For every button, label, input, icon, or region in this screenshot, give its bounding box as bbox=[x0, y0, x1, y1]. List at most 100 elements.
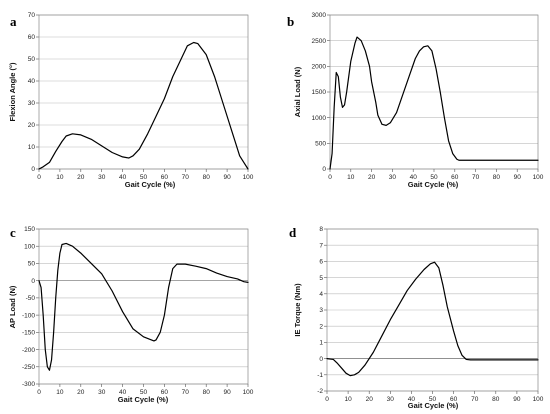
panel-b-ytick-label: 1000 bbox=[312, 115, 327, 122]
panel-b-ytick-label: 2500 bbox=[312, 38, 327, 45]
panel-c-xtick-label: 60 bbox=[161, 389, 169, 396]
panel-b-xtick-label: 50 bbox=[430, 174, 438, 181]
panel-b-xtick-label: 100 bbox=[533, 174, 544, 181]
panel-b-axes: 0 500 1000 1500 2000 2500 3000 0 10 20 30 40 50 60 70 8… bbox=[312, 12, 544, 181]
panel-b-xtick-label: 60 bbox=[451, 174, 459, 181]
panel-d-curve bbox=[326, 261, 539, 377]
panel-d-xtick-label: 90 bbox=[513, 396, 521, 403]
panel-d-ytick-label: 0 bbox=[319, 356, 323, 363]
panel-d-ytick-label: 1 bbox=[319, 340, 323, 347]
panel-d-ytick-label: 5 bbox=[319, 275, 323, 282]
panel-d: d Gait Cycle (%) IE Torque (Nm) -2 -1 0 1 2 3… bbox=[289, 225, 544, 410]
panel-b-xtick-label: 90 bbox=[514, 174, 522, 181]
panel-a-xtick-label: 20 bbox=[77, 174, 85, 181]
panel-a-xtick-label: 80 bbox=[203, 174, 211, 181]
panel-b-xtick-label: 30 bbox=[389, 174, 397, 181]
panel-a-ytick-label: 20 bbox=[28, 122, 36, 129]
panel-d-xtick-label: 80 bbox=[492, 396, 500, 403]
panel-a-ytick-label: 70 bbox=[28, 12, 36, 19]
panel-d-ytick-label: 8 bbox=[319, 226, 323, 233]
panel-d-xtick-label: 10 bbox=[344, 396, 352, 403]
panel-d-ytick-label: 6 bbox=[319, 259, 323, 266]
panel-b-ytick-label: 500 bbox=[315, 141, 326, 148]
panel-b-ylabel: Axial Load (N) bbox=[293, 66, 302, 117]
panel-a-xtick-label: 70 bbox=[182, 174, 190, 181]
panel-d-xtick-label: 20 bbox=[366, 396, 374, 403]
panel-d-letter: d bbox=[289, 225, 297, 240]
panel-d-ytick-label: 4 bbox=[319, 291, 323, 298]
panel-b-curve bbox=[329, 36, 539, 170]
panel-c-letter: c bbox=[10, 225, 16, 240]
panel-c-axes: -300 -250 -200 -150 -100 -50 0 50 100 150 0 10 20 30 4… bbox=[22, 226, 254, 396]
panel-b-xtick-label: 10 bbox=[347, 174, 355, 181]
panel-a-xtick-label: 60 bbox=[161, 174, 169, 181]
panel-c-xtick-label: 50 bbox=[140, 389, 148, 396]
panel-c-xtick-label: 0 bbox=[37, 389, 41, 396]
panel-c-ytick-label: 150 bbox=[24, 226, 35, 233]
panel-c-xtick-label: 30 bbox=[98, 389, 106, 396]
panel-a-xtick-label: 90 bbox=[223, 174, 231, 181]
panel-d-ytick-label: 3 bbox=[319, 307, 323, 314]
panel-b-letter: b bbox=[287, 14, 294, 29]
panel-c-xtick-label: 40 bbox=[119, 389, 127, 396]
panel-a-xtick-label: 10 bbox=[56, 174, 64, 181]
panel-b: b Gait Cycle (%) Axial Load (N) 05001000… bbox=[287, 12, 544, 189]
panel-c-ytick-label: -250 bbox=[22, 364, 35, 371]
panel-c-xtick-label: 20 bbox=[77, 389, 85, 396]
panel-a-ytick-label: 60 bbox=[28, 34, 36, 41]
panel-c-xtick-label: 70 bbox=[182, 389, 190, 396]
panel-d-xtick-label: 100 bbox=[533, 396, 544, 403]
panel-b-ytick-label: 2000 bbox=[312, 64, 327, 71]
panel-a-curve bbox=[38, 41, 249, 170]
panel-c-ytick-label: 100 bbox=[24, 243, 35, 250]
panel-b-xtick-label: 0 bbox=[328, 174, 332, 181]
panel-c-ytick-label: -150 bbox=[22, 330, 35, 337]
panel-a-axes: 0 10 20 30 40 50 60 70 0 10 20 30 40 50 60 70 80 90 100 bbox=[28, 12, 254, 181]
panel-a-xtick-label: 0 bbox=[37, 174, 41, 181]
panel-a-ytick-label: 50 bbox=[28, 56, 36, 63]
panel-b-xtick-label: 70 bbox=[472, 174, 480, 181]
panel-a-letter: a bbox=[10, 14, 17, 29]
panel-a-ytick-label: 0 bbox=[31, 166, 35, 173]
panel-b-xlabel: Gait Cycle (%) bbox=[408, 180, 459, 189]
panel-c-xtick-label: 100 bbox=[243, 389, 254, 396]
panel-d-ylabel: IE Torque (Nm) bbox=[293, 283, 302, 337]
panel-a: a Gait Cycle (%) Flexion Angle (°) 0 10 20… bbox=[8, 12, 254, 189]
panel-d-xlabel: Gait Cycle (%) bbox=[408, 401, 459, 410]
panel-d-ytick-label: 2 bbox=[319, 323, 323, 330]
panel-c-ytick-label: -300 bbox=[22, 381, 35, 388]
panel-c-xtick-label: 80 bbox=[203, 389, 211, 396]
panel-b-xtick-label: 20 bbox=[368, 174, 376, 181]
panel-b-xtick-label: 80 bbox=[493, 174, 501, 181]
panel-d-ytick-label: -1 bbox=[317, 372, 323, 379]
panel-a-ylabel: Flexion Angle (°) bbox=[8, 62, 17, 121]
panel-d-ytick-label: -2 bbox=[317, 388, 323, 395]
panel-c-xtick-label: 90 bbox=[223, 389, 231, 396]
panel-a-xtick-label: 100 bbox=[243, 174, 254, 181]
panel-c-ytick-label: 0 bbox=[31, 278, 35, 285]
panel-c-curve bbox=[38, 242, 249, 371]
panel-c-ytick-label: -50 bbox=[26, 295, 36, 302]
panel-d-ytick-label: 7 bbox=[319, 242, 323, 249]
panel-b-xtick-label: 40 bbox=[410, 174, 418, 181]
panel-c-ytick-label: 50 bbox=[28, 261, 36, 268]
panel-b-ytick-label: 0 bbox=[322, 166, 326, 173]
panel-a-xtick-label: 50 bbox=[140, 174, 148, 181]
panel-a-xtick-label: 30 bbox=[98, 174, 106, 181]
panel-a-ytick-label: 30 bbox=[28, 100, 36, 107]
panel-c-ytick-label: -100 bbox=[22, 312, 35, 319]
panel-a-ytick-label: 10 bbox=[28, 144, 36, 151]
panel-c-xlabel: Gait Cycle (%) bbox=[118, 395, 169, 404]
panel-b-ytick-label: 3000 bbox=[312, 12, 327, 19]
panel-c-ytick-label: -200 bbox=[22, 347, 35, 354]
panel-b-ytick-label: 1500 bbox=[312, 89, 327, 96]
panel-a-ytick-label: 40 bbox=[28, 78, 36, 85]
panel-c-xtick-label: 10 bbox=[56, 389, 64, 396]
panel-d-xtick-label: 50 bbox=[429, 396, 437, 403]
panel-c: c Gait Cycle (%) AP Load (N) -300 -250 -20… bbox=[8, 225, 254, 404]
panel-d-xtick-label: 60 bbox=[450, 396, 458, 403]
panel-d-xtick-label: 30 bbox=[387, 396, 395, 403]
panel-d-xtick-label: 40 bbox=[408, 396, 416, 403]
